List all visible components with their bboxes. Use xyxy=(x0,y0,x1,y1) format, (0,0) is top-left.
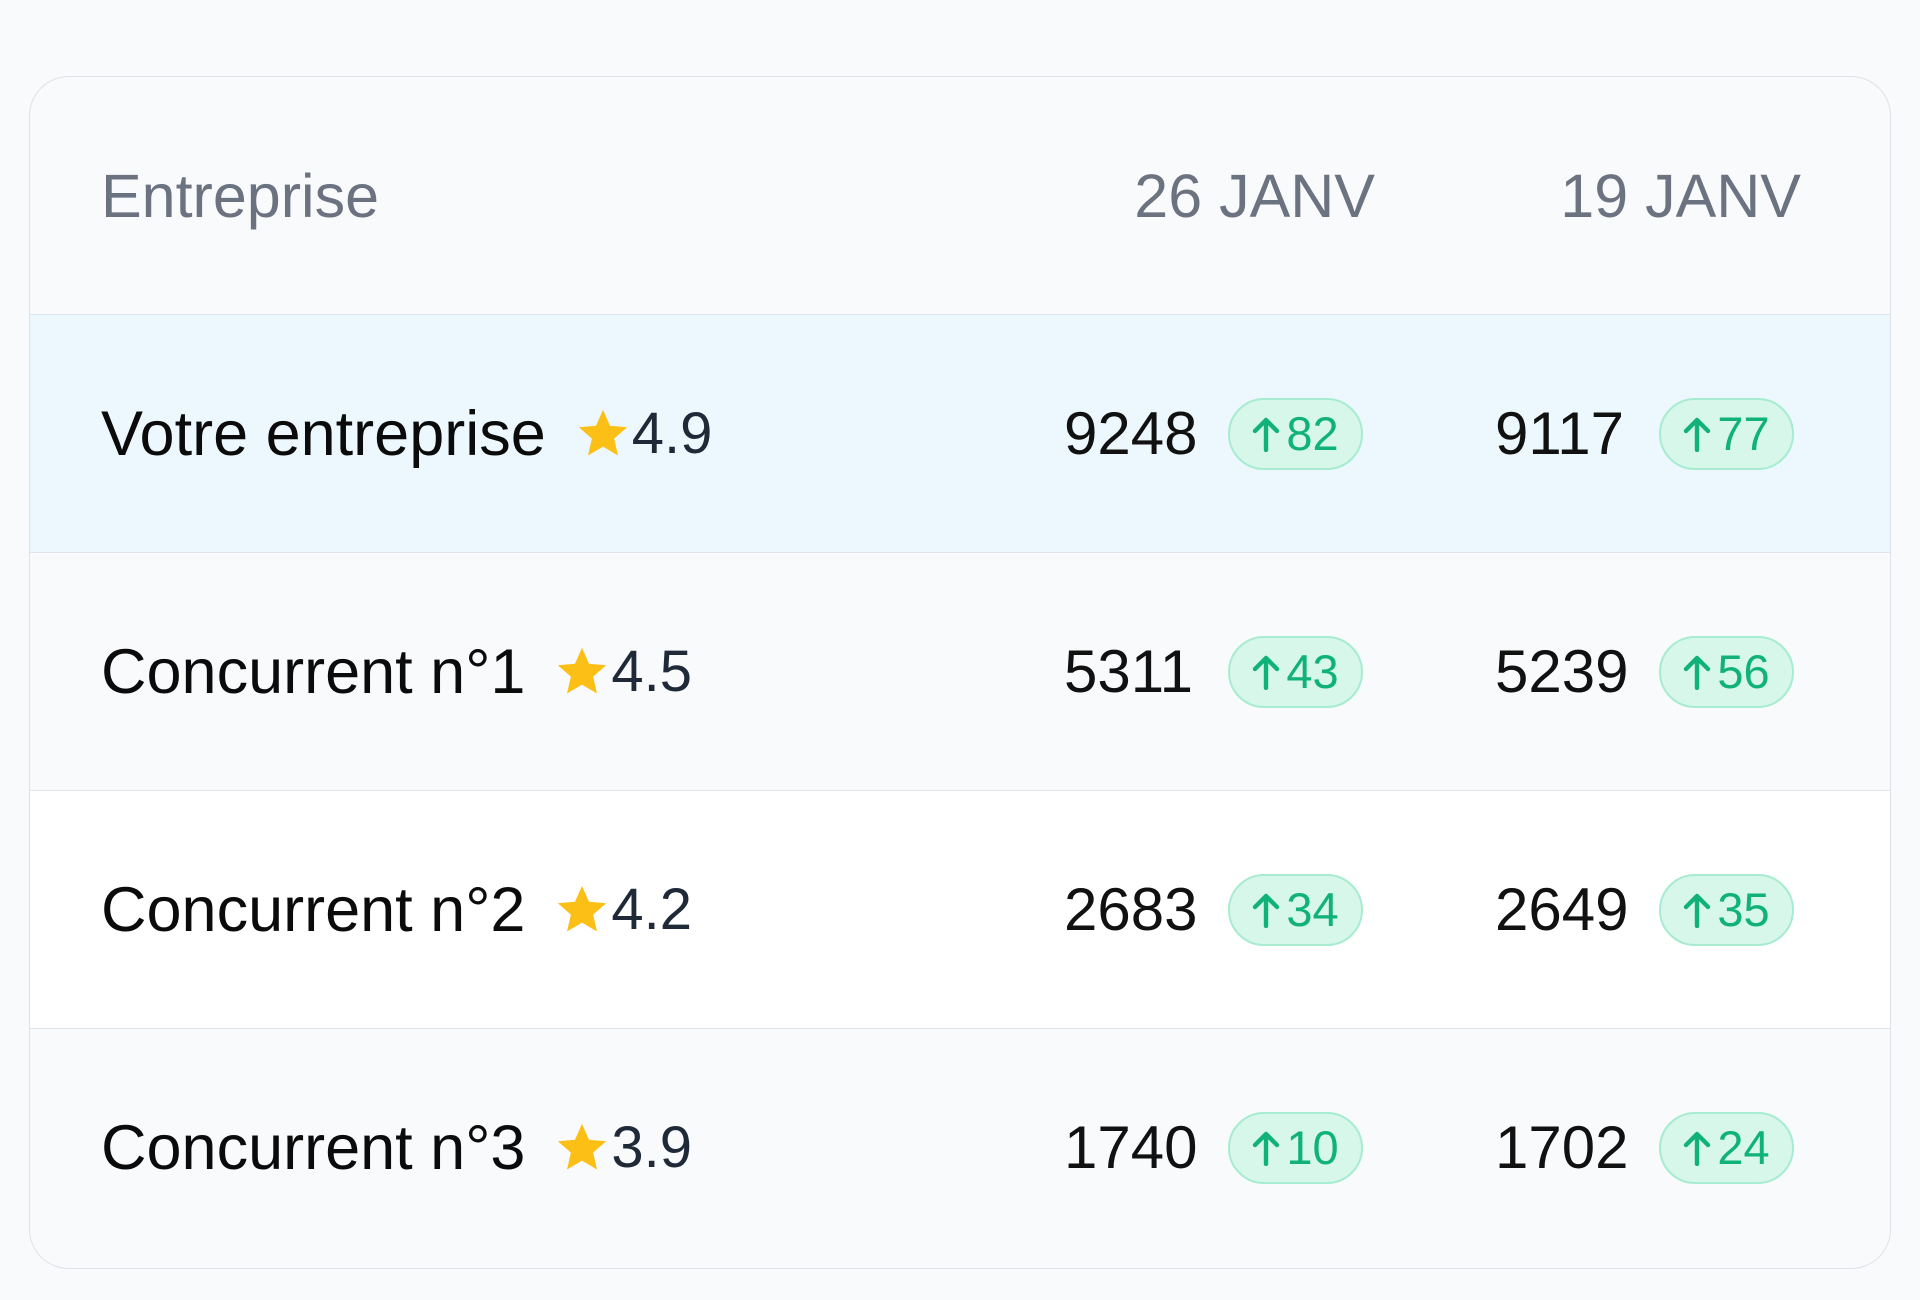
week-cell: 1740 10 xyxy=(1064,1029,1363,1266)
star-icon xyxy=(553,643,611,701)
rating: 4.2 xyxy=(553,876,692,943)
arrow-icon xyxy=(1683,416,1717,452)
rating-value: 4.9 xyxy=(631,401,713,466)
rating-value: 3.9 xyxy=(611,1115,693,1180)
change-badge: 56 xyxy=(1659,635,1794,708)
week-cell: 5311 43 xyxy=(1064,553,1363,790)
review-count: 9117 xyxy=(1495,400,1625,467)
week-cell: 1702 24 xyxy=(1495,1029,1794,1266)
change-value: 35 xyxy=(1717,883,1770,936)
review-count: 2649 xyxy=(1495,876,1629,943)
company-name: Concurrent n°3 xyxy=(101,1112,526,1183)
change-value: 34 xyxy=(1286,883,1339,936)
header-cell: 26 JANV xyxy=(1134,161,1375,230)
week-cell: 5239 56 xyxy=(1495,553,1794,790)
review-count: 9248 xyxy=(1064,400,1198,467)
change-badge: 35 xyxy=(1659,873,1794,946)
review-count: 2683 xyxy=(1064,876,1198,943)
change-value: 77 xyxy=(1717,407,1770,460)
week-cell: 9117 77 xyxy=(1495,315,1794,552)
ranking-table: Entreprise 26 JANV 19 JANV Votre entreprise… xyxy=(29,76,1891,1269)
change-value: 24 xyxy=(1717,1121,1770,1174)
change-value: 43 xyxy=(1286,645,1339,698)
change-badge: 82 xyxy=(1228,397,1363,470)
star-icon xyxy=(553,1119,611,1177)
company-cell: Concurrent n°1 4.5 xyxy=(101,553,692,790)
rating: 4.9 xyxy=(574,400,713,467)
star-icon xyxy=(574,405,632,463)
arrow-icon xyxy=(1252,1130,1286,1166)
week-cell: 2683 34 xyxy=(1064,791,1363,1028)
change-value: 10 xyxy=(1286,1121,1339,1174)
arrow-icon xyxy=(1683,654,1717,690)
table-row: Votre entreprise 4.9 9248 82 9117 77 xyxy=(30,314,1890,552)
table-row: Concurrent n°3 3.9 1740 10 1702 24 xyxy=(30,1028,1890,1266)
week-cell: 2649 35 xyxy=(1495,791,1794,1028)
rating-value: 4.5 xyxy=(611,639,693,704)
arrow-icon xyxy=(1252,654,1286,690)
rating: 3.9 xyxy=(553,1114,692,1181)
company-cell: Votre entreprise 4.9 xyxy=(101,315,712,552)
table-row: Concurrent n°2 4.2 2683 34 2649 35 xyxy=(30,790,1890,1028)
company-name: Concurrent n°2 xyxy=(101,874,526,945)
header-cell: 19 JANV xyxy=(1560,161,1801,230)
star-icon xyxy=(553,881,611,939)
company-cell: Concurrent n°3 3.9 xyxy=(101,1029,692,1266)
change-badge: 77 xyxy=(1659,397,1794,470)
company-name: Concurrent n°1 xyxy=(101,636,526,707)
arrow-icon xyxy=(1683,1130,1717,1166)
review-count: 1740 xyxy=(1064,1114,1198,1181)
change-value: 56 xyxy=(1717,645,1770,698)
arrow-icon xyxy=(1252,892,1286,928)
arrow-icon xyxy=(1683,892,1717,928)
change-badge: 43 xyxy=(1228,635,1363,708)
review-count: 1702 xyxy=(1495,1114,1629,1181)
table-row: Concurrent n°1 4.5 5311 43 5239 56 xyxy=(30,552,1890,790)
change-badge: 24 xyxy=(1659,1111,1794,1184)
header-row: Entreprise 26 JANV 19 JANV xyxy=(30,77,1890,314)
rating-value: 4.2 xyxy=(611,877,693,942)
change-badge: 10 xyxy=(1228,1111,1363,1184)
arrow-icon xyxy=(1252,416,1286,452)
change-badge: 34 xyxy=(1228,873,1363,946)
header-cell: Entreprise xyxy=(101,161,380,230)
review-count: 5239 xyxy=(1495,638,1629,705)
change-value: 82 xyxy=(1286,407,1339,460)
week-cell: 9248 82 xyxy=(1064,315,1363,552)
company-name: Votre entreprise xyxy=(101,398,546,469)
review-count: 5311 xyxy=(1064,638,1194,705)
company-cell: Concurrent n°2 4.2 xyxy=(101,791,692,1028)
rating: 4.5 xyxy=(553,638,692,705)
